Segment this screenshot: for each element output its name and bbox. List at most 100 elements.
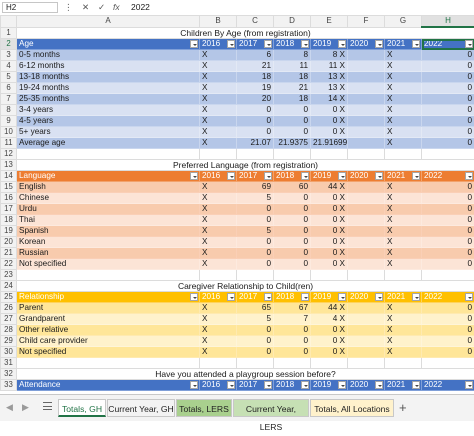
cell-2021[interactable]: X [385,314,422,325]
cell-2018[interactable]: 21 [274,83,311,94]
cell-2017[interactable]: 0 [237,259,274,270]
empty-cell[interactable] [348,226,385,237]
tab-totals-all-locations[interactable]: Totals, All Locations [310,399,394,417]
empty-cell[interactable] [348,149,385,160]
cell-2022[interactable]: 0 [422,336,474,347]
cell-2016[interactable]: X [200,105,237,116]
cell-2019-2020[interactable]: 0 X [311,105,348,116]
empty-cell[interactable] [200,270,237,281]
tab-current-year-gh[interactable]: Current Year, GH [107,399,175,417]
column-header-h[interactable]: H [422,16,474,28]
empty-cell[interactable] [237,358,274,369]
cell-2016[interactable]: X [200,237,237,248]
cell-2022[interactable]: 0 [422,193,474,204]
year-header-cell[interactable]: 2021 [385,292,422,303]
cell-2019-2020[interactable]: 0 X [311,116,348,127]
row-label-cell[interactable]: English [17,182,200,193]
empty-cell[interactable] [348,325,385,336]
empty-cell[interactable] [348,116,385,127]
filter-dropdown-icon[interactable] [465,293,473,301]
empty-cell[interactable] [237,270,274,281]
cell-2016[interactable]: X [200,314,237,325]
filter-dropdown-icon[interactable] [301,293,309,301]
section-title[interactable]: Children By Age (from registration) [17,27,474,39]
column-header-f[interactable]: F [348,16,385,28]
cell-2017[interactable]: 0 [237,127,274,138]
row-header[interactable]: 9 [1,116,17,127]
row-label-cell[interactable]: Not specified [17,259,200,270]
year-header-cell[interactable]: 2019 [311,380,348,391]
column-header-e[interactable]: E [311,16,348,28]
year-header-cell[interactable]: 2018 [274,39,311,50]
row-label-cell[interactable]: 5+ years [17,127,200,138]
filter-dropdown-icon[interactable] [338,40,346,48]
empty-cell[interactable] [311,149,348,160]
cell-2022[interactable]: 0 [422,94,474,105]
cell-2022[interactable]: 0 [422,248,474,259]
add-sheet-icon[interactable]: + [399,400,407,415]
cell-2017[interactable]: 0 [237,237,274,248]
filter-dropdown-icon[interactable] [264,293,272,301]
row-header[interactable]: 23 [1,270,17,281]
row-label-cell[interactable]: 0-5 months [17,50,200,61]
filter-dropdown-icon[interactable] [227,381,235,389]
empty-cell[interactable] [348,83,385,94]
empty-cell[interactable] [311,358,348,369]
cell-2018[interactable]: 0 [274,204,311,215]
row-label-cell[interactable]: Chinese [17,193,200,204]
empty-cell[interactable] [348,347,385,358]
row-header[interactable]: 18 [1,215,17,226]
cell-2018[interactable]: 7 [274,314,311,325]
cell-2016[interactable]: X [200,83,237,94]
empty-cell[interactable] [348,336,385,347]
cell-2017[interactable]: 0 [237,248,274,259]
tab-totals-lers[interactable]: Totals, LERS [176,399,232,417]
cell-2018[interactable]: 21.9375 [274,138,311,149]
cell-2022[interactable]: 0 [422,325,474,336]
cell-2016[interactable]: X [200,259,237,270]
empty-cell[interactable] [17,358,200,369]
row-header[interactable]: 21 [1,248,17,259]
year-header-cell[interactable]: 2016 [200,171,237,182]
cell-2022[interactable]: 0 [422,105,474,116]
filter-dropdown-icon[interactable] [375,293,383,301]
cell-2021[interactable]: X [385,204,422,215]
row-header[interactable]: 11 [1,138,17,149]
year-header-cell[interactable]: 2022 [422,171,474,182]
cell-2016[interactable]: X [200,138,237,149]
cell-2019-2020[interactable]: 0 X [311,237,348,248]
row-header[interactable]: 16 [1,193,17,204]
empty-cell[interactable] [274,270,311,281]
cell-2019-2020[interactable]: 0 X [311,259,348,270]
row-header[interactable]: 29 [1,336,17,347]
cell-2017[interactable]: 0 [237,204,274,215]
empty-cell[interactable] [348,138,385,149]
cell-2022[interactable]: 0 [422,226,474,237]
year-header-cell[interactable]: 2022 [422,380,474,391]
filter-dropdown-icon[interactable] [465,381,473,389]
cell-2017[interactable]: 20 [237,94,274,105]
cell-2018[interactable]: 18 [274,72,311,83]
cell-2022[interactable]: 0 [422,61,474,72]
cell-2019-2020[interactable]: 0 X [311,325,348,336]
year-header-cell[interactable]: 2019 [311,39,348,50]
row-header[interactable]: 5 [1,72,17,83]
cell-2016[interactable]: X [200,61,237,72]
empty-cell[interactable] [348,72,385,83]
row-header[interactable]: 32 [1,369,17,380]
filter-dropdown-icon[interactable] [412,172,420,180]
column-header-g[interactable]: G [385,16,422,28]
cell-2017[interactable]: 5 [237,226,274,237]
all-sheets-menu-icon[interactable] [43,402,52,411]
cell-2017[interactable]: 0 [237,105,274,116]
filter-dropdown-icon[interactable] [338,293,346,301]
column-header-d[interactable]: D [274,16,311,28]
row-label-cell[interactable]: Child care provider [17,336,200,347]
next-sheet-icon[interactable]: ▶ [22,402,29,413]
more-options-icon[interactable]: ⋮ [64,2,73,13]
row-header[interactable]: 26 [1,303,17,314]
filter-dropdown-icon[interactable] [338,172,346,180]
row-header[interactable]: 1 [1,27,17,39]
cell-2016[interactable]: X [200,50,237,61]
empty-cell[interactable] [200,149,237,160]
